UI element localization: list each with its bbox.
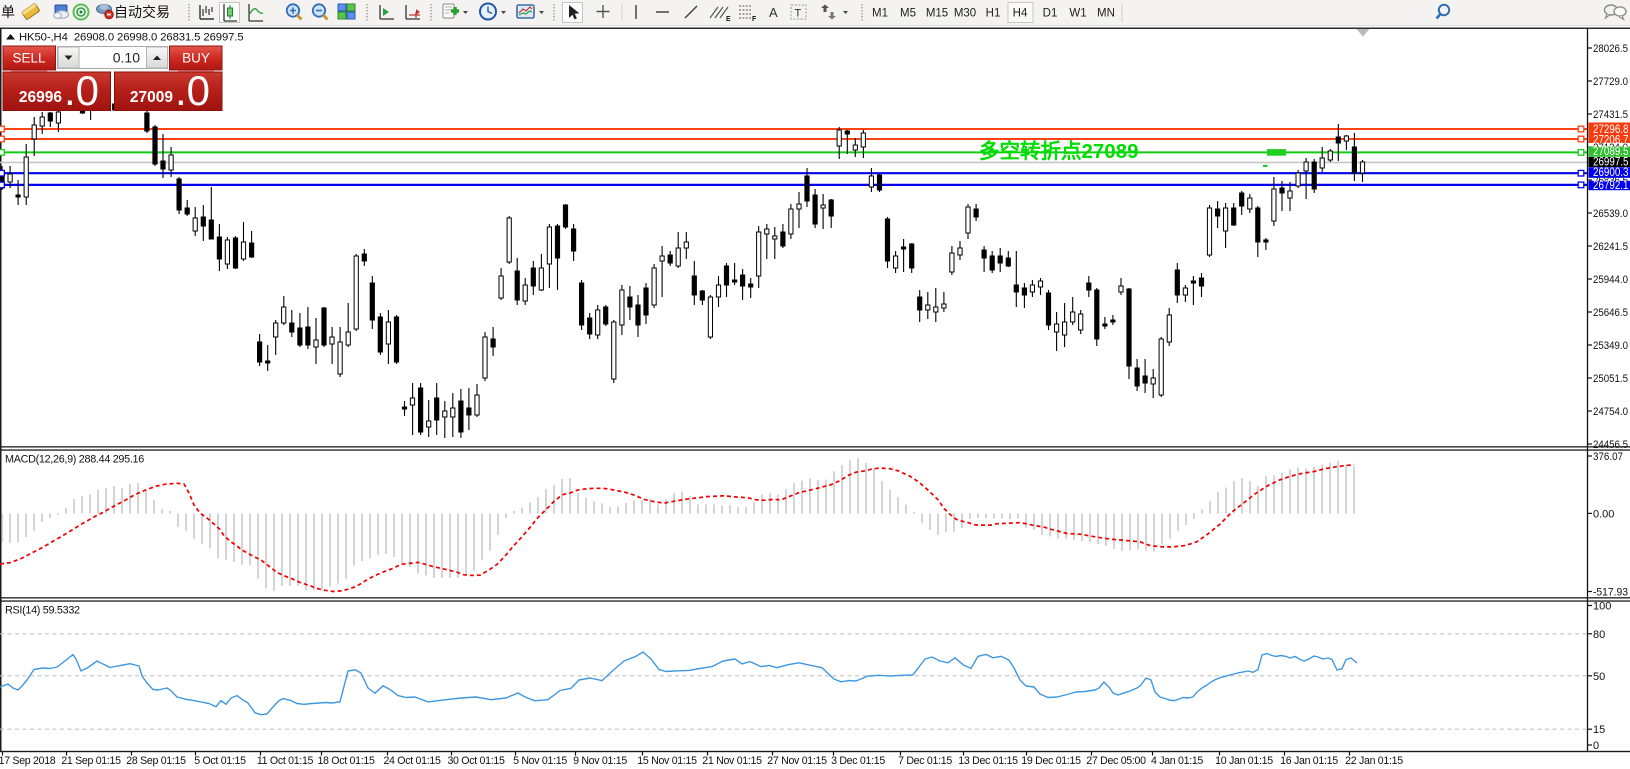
svg-text:100: 100 xyxy=(1593,601,1611,613)
svg-text:26792.1: 26792.1 xyxy=(1593,178,1629,192)
svg-text:24 Oct 01:15: 24 Oct 01:15 xyxy=(383,755,440,767)
svg-text:17 Sep 2018: 17 Sep 2018 xyxy=(0,755,56,767)
svg-text:30 Oct 01:15: 30 Oct 01:15 xyxy=(447,755,504,767)
svg-text:25646.5: 25646.5 xyxy=(1593,307,1628,319)
svg-text:26997.5: 26997.5 xyxy=(1593,155,1629,169)
svg-text:H4: H4 xyxy=(1013,8,1028,20)
svg-text:13 Dec 01:15: 13 Dec 01:15 xyxy=(958,755,1018,767)
svg-text:M30: M30 xyxy=(954,8,976,20)
svg-text:3 Dec 01:15: 3 Dec 01:15 xyxy=(831,755,885,767)
svg-text:15: 15 xyxy=(1593,724,1605,736)
svg-text:25944.0: 25944.0 xyxy=(1593,274,1628,286)
svg-text:MACD(12,26,9) 288.44 295.16: MACD(12,26,9) 288.44 295.16 xyxy=(5,454,144,466)
svg-text:11 Oct 01:15: 11 Oct 01:15 xyxy=(257,755,314,767)
svg-text:0.10: 0.10 xyxy=(113,50,140,66)
svg-text:自动交易: 自动交易 xyxy=(114,4,170,20)
svg-text:27206.7: 27206.7 xyxy=(1593,132,1629,146)
svg-text:9 Nov 01:15: 9 Nov 01:15 xyxy=(573,755,627,767)
svg-text:19 Dec 01:15: 19 Dec 01:15 xyxy=(1021,755,1081,767)
svg-text:26539.0: 26539.0 xyxy=(1593,208,1628,220)
svg-text:W1: W1 xyxy=(1069,8,1086,20)
svg-text:22 Jan 01:15: 22 Jan 01:15 xyxy=(1345,755,1403,767)
svg-text:.0: .0 xyxy=(175,67,210,114)
svg-text:28 Sep 01:15: 28 Sep 01:15 xyxy=(126,755,186,767)
svg-text:27431.5: 27431.5 xyxy=(1593,109,1628,121)
svg-text:单: 单 xyxy=(1,4,15,20)
svg-text:7 Dec 01:15: 7 Dec 01:15 xyxy=(898,755,952,767)
svg-text:5 Nov 01:15: 5 Nov 01:15 xyxy=(513,755,567,767)
svg-text:M1: M1 xyxy=(872,8,888,20)
svg-text:.0: .0 xyxy=(64,67,99,114)
svg-text:21 Sep 01:15: 21 Sep 01:15 xyxy=(61,755,121,767)
svg-text:26996: 26996 xyxy=(19,89,62,106)
svg-text:BUY: BUY xyxy=(182,51,210,66)
svg-text:21 Nov 01:15: 21 Nov 01:15 xyxy=(702,755,762,767)
svg-text:5 Oct 01:15: 5 Oct 01:15 xyxy=(194,755,246,767)
svg-text:15 Nov 01:15: 15 Nov 01:15 xyxy=(637,755,697,767)
svg-text:28026.5: 28026.5 xyxy=(1593,43,1628,55)
svg-text:27 Dec 05:00: 27 Dec 05:00 xyxy=(1086,755,1146,767)
svg-text:10 Jan 01:15: 10 Jan 01:15 xyxy=(1215,755,1273,767)
svg-text:24754.0: 24754.0 xyxy=(1593,406,1628,418)
svg-text:376.07: 376.07 xyxy=(1593,451,1623,463)
svg-text:RSI(14) 59.5332: RSI(14) 59.5332 xyxy=(5,605,80,617)
svg-text:H1: H1 xyxy=(986,8,1001,20)
svg-text:25051.5: 25051.5 xyxy=(1593,373,1628,385)
svg-text:T: T xyxy=(795,8,802,20)
svg-text:24456.5: 24456.5 xyxy=(1593,439,1628,451)
svg-text:18 Oct 01:15: 18 Oct 01:15 xyxy=(317,755,374,767)
svg-text:HK50-,H4 26908.0 26998.0 2683: HK50-,H4 26908.0 26998.0 26831.5 26997.5 xyxy=(19,32,244,44)
svg-text:50: 50 xyxy=(1593,671,1605,683)
svg-text:0: 0 xyxy=(1593,740,1599,752)
svg-text:27009: 27009 xyxy=(130,89,173,106)
svg-text:27 Nov 01:15: 27 Nov 01:15 xyxy=(767,755,827,767)
svg-text:26900.3: 26900.3 xyxy=(1593,165,1629,179)
svg-text:M15: M15 xyxy=(926,8,948,20)
svg-text:16 Jan 01:15: 16 Jan 01:15 xyxy=(1280,755,1338,767)
svg-text:27729.0: 27729.0 xyxy=(1593,76,1628,88)
svg-text:SELL: SELL xyxy=(12,51,46,66)
svg-text:A: A xyxy=(769,5,778,20)
svg-text:26241.5: 26241.5 xyxy=(1593,241,1628,253)
svg-text:80: 80 xyxy=(1593,629,1605,641)
svg-text:25349.0: 25349.0 xyxy=(1593,340,1628,352)
svg-text:F: F xyxy=(752,16,757,23)
svg-text:MN: MN xyxy=(1097,8,1115,20)
svg-text:27296.8: 27296.8 xyxy=(1593,122,1629,136)
svg-text:M5: M5 xyxy=(900,8,916,20)
svg-text:-517.93: -517.93 xyxy=(1593,587,1628,599)
svg-text:4 Jan 01:15: 4 Jan 01:15 xyxy=(1151,755,1203,767)
svg-text:E: E xyxy=(726,16,731,23)
svg-text:多空转折点27089: 多空转折点27089 xyxy=(979,139,1139,163)
svg-text:27089.5: 27089.5 xyxy=(1593,144,1629,158)
svg-text:0.00: 0.00 xyxy=(1593,508,1614,520)
svg-text:D1: D1 xyxy=(1043,8,1058,20)
